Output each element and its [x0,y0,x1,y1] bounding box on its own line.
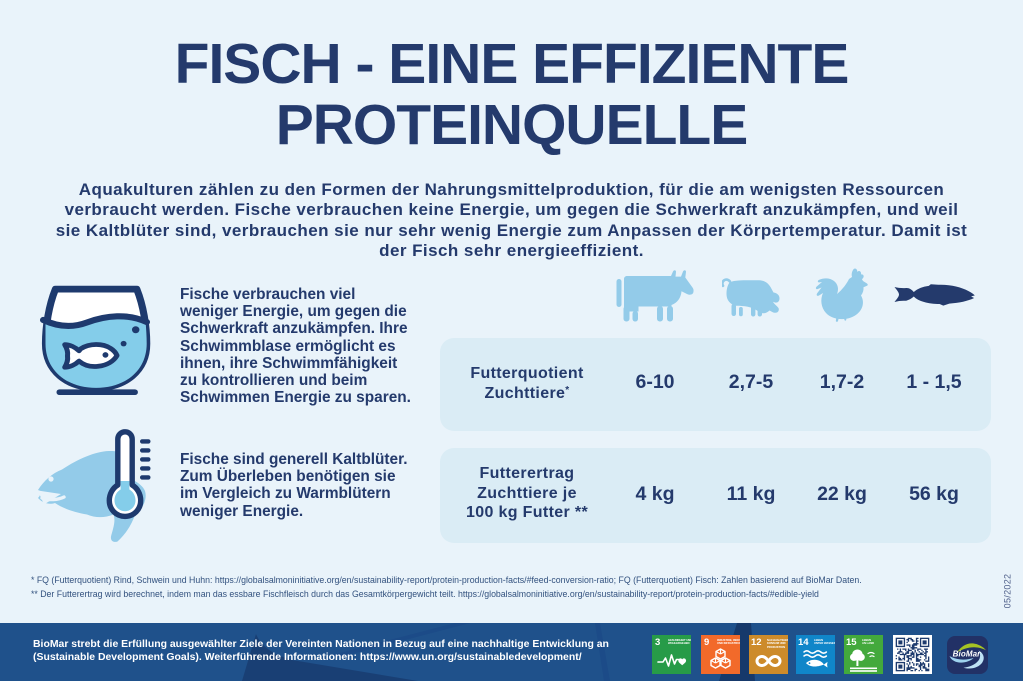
svg-text:BioMar: BioMar [953,649,981,658]
